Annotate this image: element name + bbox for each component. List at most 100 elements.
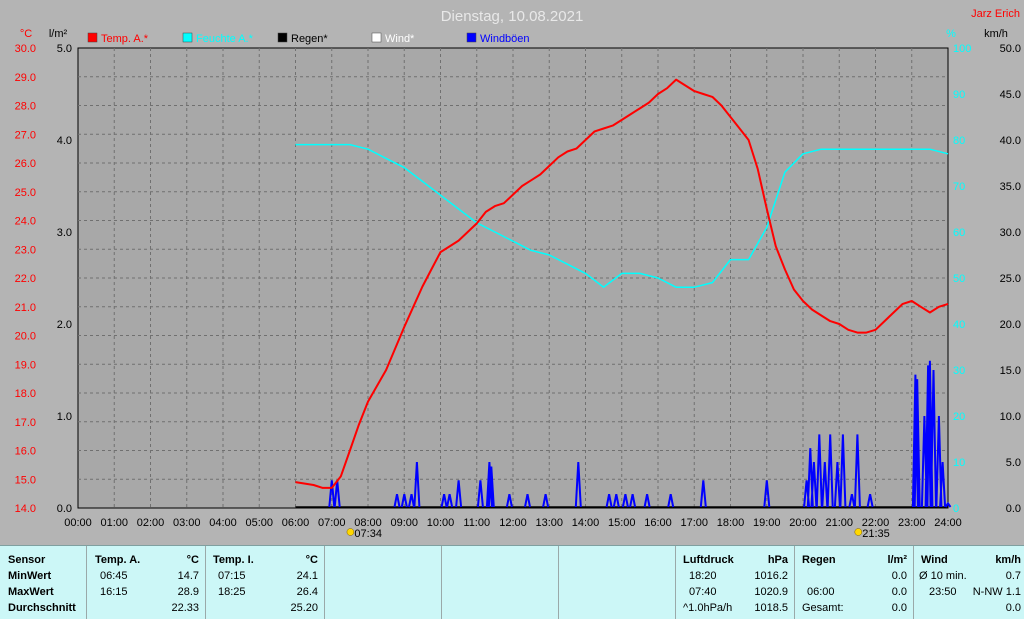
- grid: [78, 48, 948, 508]
- chart-title: Dienstag, 10.08.2021: [441, 8, 584, 25]
- pressure-min-value: 1016.2: [754, 570, 788, 582]
- legend-label: Regen*: [291, 33, 328, 45]
- temp-tick-label: 21.0: [15, 302, 36, 314]
- sun-time-label: 21:35: [862, 528, 890, 540]
- x-tick-label: 15:00: [608, 517, 636, 529]
- empty-column-3: [559, 546, 676, 619]
- temp-tick-label: 30.0: [15, 43, 36, 55]
- rain-time: 06:00: [807, 586, 835, 598]
- pressure-avg-value: 1018.5: [754, 602, 788, 614]
- temp-tick-label: 25.0: [15, 187, 36, 199]
- pressure-max-value: 1020.9: [754, 586, 788, 598]
- x-tick-label: 12:00: [499, 517, 527, 529]
- pressure-header: Luftdruck: [683, 554, 734, 566]
- x-tick-label: 08:00: [354, 517, 382, 529]
- legend-swatch: [277, 32, 288, 43]
- max-row-label: MaxWert: [8, 586, 54, 598]
- wind-tick-label: 30.0: [1000, 227, 1021, 239]
- legend-swatch: [87, 32, 98, 43]
- avg-row-label: Durchschnitt: [8, 602, 76, 614]
- legend-label: Feuchte A.*: [196, 33, 254, 45]
- wind-tick-label: 25.0: [1000, 273, 1021, 285]
- legend-swatch: [466, 32, 477, 43]
- temp-tick-label: 17.0: [15, 417, 36, 429]
- weather-chart: Dienstag, 10.08.2021 Jarz Erich °C l/m² …: [15, 8, 1021, 540]
- wind-tick-label: 45.0: [1000, 89, 1021, 101]
- wind-tick-label: 50.0: [1000, 43, 1021, 55]
- sun-icon: [854, 528, 863, 536]
- wind-avg-label: Ø 10 min.: [919, 570, 967, 582]
- series-layer: [295, 78, 952, 508]
- x-tick-label: 14:00: [572, 517, 600, 529]
- humidity-tick-label: 30: [953, 365, 965, 377]
- legend: Temp. A.* Feuchte A.* Regen* Wind* Windböen: [87, 32, 530, 45]
- temp-a-max-value: 28.9: [177, 586, 199, 598]
- wind-tick-label: 5.0: [1006, 457, 1021, 469]
- temp-i-column: Temp. I. °C 07:15 24.1 18:25 26.4 25.20: [206, 546, 325, 619]
- x-tick-label: 18:00: [717, 517, 745, 529]
- temp-tick-label: 14.0: [15, 503, 36, 515]
- rain-header: Regen: [802, 554, 836, 566]
- wind-tick-label: 35.0: [1000, 181, 1021, 193]
- wind-unit-label: km/h: [984, 28, 1008, 40]
- wind-tick-label: 0.0: [1006, 503, 1021, 515]
- humidity-tick-label: 20: [953, 411, 965, 423]
- humidity-tick-label: 80: [953, 135, 965, 147]
- wind-avg-value: 0.7: [1005, 570, 1021, 582]
- temp-tick-label: 20.0: [15, 331, 36, 343]
- rain-tick-label: 2.0: [57, 319, 72, 331]
- temp-i-unit: °C: [305, 554, 318, 566]
- pressure-unit: hPa: [767, 554, 788, 566]
- rain-tick-label: 3.0: [57, 227, 72, 239]
- temp-a-header: Temp. A.: [95, 554, 141, 566]
- wind-tick-label: 20.0: [1000, 319, 1021, 331]
- wind-unit: km/h: [995, 554, 1021, 566]
- x-tick-label: 05:00: [245, 517, 273, 529]
- temp-unit-label: °C: [20, 28, 32, 40]
- legend-label: Wind*: [385, 33, 415, 45]
- humidity-unit-label: %: [946, 28, 956, 40]
- rain-tick-label: 1.0: [57, 411, 72, 423]
- temp-a-column: Temp. A. °C 06:45 14.7 16:15 28.9 22.33: [87, 546, 206, 619]
- humidity-tick-label: 50: [953, 273, 965, 285]
- pressure-min-time: 18:20: [689, 570, 717, 582]
- rain-total-value: 0.0: [891, 602, 907, 614]
- temp-tick-label: 15.0: [15, 474, 36, 486]
- x-tick-label: 13:00: [535, 517, 563, 529]
- temp-a-max-time: 16:15: [100, 586, 128, 598]
- humidity-tick-label: 100: [953, 43, 971, 55]
- pressure-max-time: 07:40: [689, 586, 717, 598]
- x-tick-label: 09:00: [390, 517, 418, 529]
- temp-a-unit: °C: [186, 554, 199, 566]
- temp-tick-label: 19.0: [15, 359, 36, 371]
- x-tick-label: 02:00: [137, 517, 165, 529]
- x-tick-label: 20:00: [789, 517, 817, 529]
- wind-tick-label: 10.0: [1000, 411, 1021, 423]
- empty-column-2: [442, 546, 559, 619]
- rain-total-label: Gesamt:: [802, 602, 844, 614]
- temp-tick-label: 22.0: [15, 273, 36, 285]
- rain-unit: l/m²: [887, 554, 907, 566]
- stats-panel: Sensor MinWert MaxWert Durchschnitt Temp…: [0, 545, 1024, 619]
- sensor-column: Sensor MinWert MaxWert Durchschnitt: [0, 546, 87, 619]
- temp-i-max-time: 18:25: [218, 586, 246, 598]
- wind-max-time: 23:50: [929, 586, 957, 598]
- rain-hour-value: 0.0: [891, 586, 907, 598]
- temp-a-avg-value: 22.33: [171, 602, 199, 614]
- humidity-tick-label: 90: [953, 89, 965, 101]
- temp-tick-label: 23.0: [15, 244, 36, 256]
- rain-unit-label: l/m²: [49, 28, 68, 40]
- sun-time-label: 07:34: [354, 528, 382, 540]
- temp-tick-label: 28.0: [15, 101, 36, 113]
- temp-a-min-time: 06:45: [100, 570, 128, 582]
- humidity-tick-label: 70: [953, 181, 965, 193]
- x-tick-label: 17:00: [680, 517, 708, 529]
- x-tick-label: 06:00: [282, 517, 310, 529]
- wind-max-value: N-NW 1.1: [972, 586, 1021, 598]
- x-tick-label: 16:00: [644, 517, 672, 529]
- legend-label: Windböen: [480, 33, 530, 45]
- temp-i-header: Temp. I.: [213, 554, 254, 566]
- x-tick-label: 01:00: [100, 517, 128, 529]
- temp-a-min-value: 14.7: [177, 570, 199, 582]
- sun-icon: [346, 528, 355, 536]
